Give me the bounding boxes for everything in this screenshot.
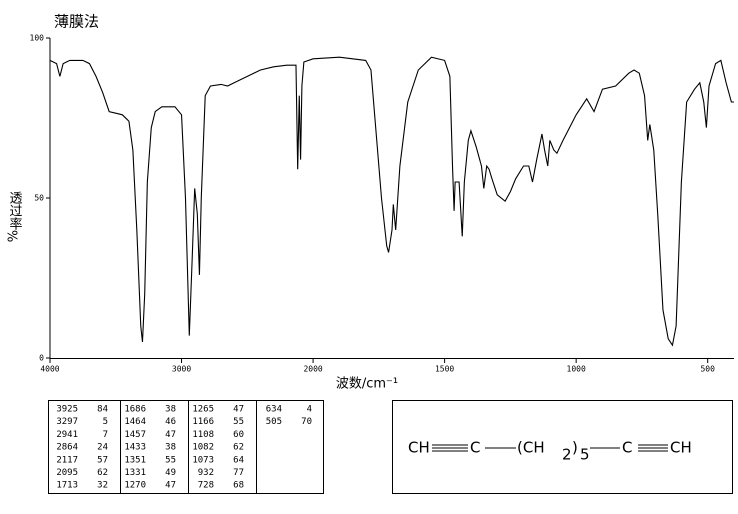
chart-title: 薄膜法 <box>54 13 99 31</box>
peak-wavenumber: 932 <box>198 468 214 478</box>
peak-transmittance: 84 <box>97 405 108 415</box>
peak-transmittance: 68 <box>233 481 244 491</box>
x-tick-label: 1500 <box>435 365 454 374</box>
peak-wavenumber: 1073 <box>192 455 214 465</box>
peak-wavenumber: 634 <box>266 405 282 415</box>
peak-wavenumber: 1331 <box>124 468 146 478</box>
x-tick-label: 3000 <box>172 365 191 374</box>
y-axis-label: 透过率 <box>7 191 23 230</box>
peak-transmittance: 55 <box>233 417 244 427</box>
peak-transmittance: 24 <box>97 443 108 453</box>
peak-transmittance: 55 <box>165 455 176 465</box>
y-tick-label: 0 <box>39 354 44 363</box>
peak-wavenumber: 1270 <box>124 481 146 491</box>
peak-transmittance: 47 <box>233 405 244 415</box>
peak-transmittance: 4 <box>307 405 312 415</box>
structure-text: C <box>622 439 632 457</box>
peak-wavenumber: 1457 <box>124 430 146 440</box>
structure-text: CH <box>408 439 430 457</box>
structure-text: CH <box>670 439 692 457</box>
peak-transmittance: 62 <box>233 443 244 453</box>
peak-transmittance: 5 <box>103 417 108 427</box>
structure-text: C <box>470 439 480 457</box>
peak-wavenumber: 1351 <box>124 455 146 465</box>
peak-table-frame <box>48 400 324 494</box>
structure-subscript: 2 <box>562 446 572 464</box>
peak-wavenumber: 3297 <box>56 417 78 427</box>
structure-frame <box>392 400 733 494</box>
peak-wavenumber: 3925 <box>56 405 78 415</box>
peak-wavenumber: 1166 <box>192 417 214 427</box>
peak-transmittance: 60 <box>233 430 244 440</box>
peak-wavenumber: 728 <box>198 481 214 491</box>
y-tick-label: 50 <box>34 194 44 203</box>
structure-text: ) <box>572 439 578 457</box>
peak-wavenumber: 1686 <box>124 405 146 415</box>
peak-transmittance: 62 <box>97 468 108 478</box>
peak-wavenumber: 2864 <box>56 443 78 453</box>
peak-wavenumber: 1108 <box>192 430 214 440</box>
peak-transmittance: 77 <box>233 468 244 478</box>
spectrum-line <box>49 56 734 347</box>
peak-transmittance: 64 <box>233 455 244 465</box>
structure-bonds <box>432 444 668 452</box>
peak-wavenumber: 1713 <box>56 481 78 491</box>
x-tick-label: 2000 <box>303 365 322 374</box>
peak-wavenumber: 1265 <box>192 405 214 415</box>
structure-text: (CH <box>517 439 545 457</box>
peak-transmittance: 47 <box>165 430 176 440</box>
x-tick-label: 4000 <box>40 365 59 374</box>
peak-transmittance: 46 <box>165 417 176 427</box>
peak-transmittance: 49 <box>165 468 176 478</box>
peak-transmittance: 47 <box>165 481 176 491</box>
peak-wavenumber: 2117 <box>56 455 78 465</box>
x-axis-label: 波数/cm⁻¹ <box>336 377 398 392</box>
peak-wavenumber: 2095 <box>56 468 78 478</box>
peak-transmittance: 32 <box>97 481 108 491</box>
peak-wavenumber: 1433 <box>124 443 146 453</box>
peak-wavenumber: 1082 <box>192 443 214 453</box>
y-tick-label: 100 <box>30 34 45 43</box>
x-tick-label: 1000 <box>567 365 586 374</box>
peak-wavenumber: 2941 <box>56 430 78 440</box>
peak-wavenumber: 505 <box>266 417 282 427</box>
peak-transmittance: 57 <box>97 455 108 465</box>
x-tick-label: 500 <box>700 365 715 374</box>
peak-wavenumber: 1464 <box>124 417 146 427</box>
peak-transmittance: 38 <box>165 405 176 415</box>
peak-transmittance: 70 <box>301 417 312 427</box>
peak-transmittance: 38 <box>165 443 176 453</box>
peak-transmittance: 7 <box>103 430 108 440</box>
y-axis-unit: % <box>7 230 22 242</box>
structure-subscript: 5 <box>580 446 590 464</box>
